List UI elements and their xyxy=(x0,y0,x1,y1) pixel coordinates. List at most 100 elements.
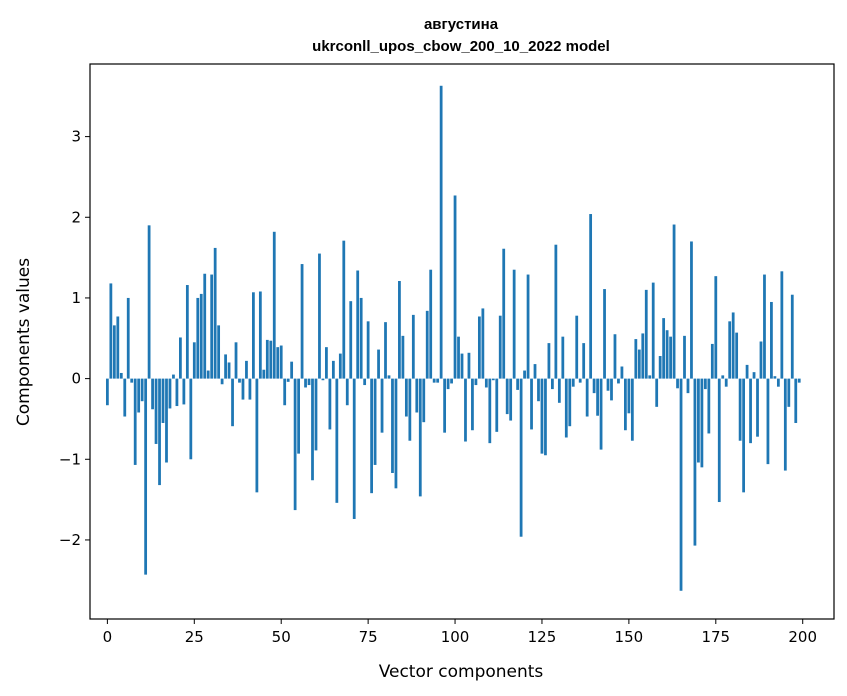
bar xyxy=(624,378,627,431)
bar xyxy=(352,378,356,519)
y-tick-label: 2 xyxy=(71,208,81,226)
bar xyxy=(105,378,109,406)
bars-group xyxy=(105,85,801,591)
bar xyxy=(620,366,624,379)
bar xyxy=(533,364,537,379)
bar xyxy=(721,375,725,379)
chart-subtitle: ukrconll_upos_cbow_200_10_2022 model xyxy=(312,38,610,55)
bar xyxy=(126,297,130,379)
bar xyxy=(457,336,460,379)
bar xyxy=(575,315,579,379)
x-tick-label: 75 xyxy=(359,628,378,646)
bar xyxy=(429,269,433,379)
bar xyxy=(213,247,217,379)
bar xyxy=(154,378,158,444)
bar xyxy=(790,294,794,379)
bar xyxy=(773,376,777,379)
bar xyxy=(679,378,683,591)
bar xyxy=(168,378,172,409)
bar xyxy=(551,378,554,390)
bar xyxy=(300,264,304,379)
bar xyxy=(488,378,492,444)
plot-frame xyxy=(89,63,835,620)
bar xyxy=(391,378,394,473)
y-axis: −2 −1 0 1 2 3 xyxy=(59,128,90,549)
bar xyxy=(248,378,252,400)
bar xyxy=(467,352,471,379)
bar xyxy=(763,274,766,379)
bar xyxy=(564,378,568,438)
x-tick-label: 25 xyxy=(185,628,204,646)
bar xyxy=(377,349,380,379)
x-axis: 0 25 50 75 100 125 150 175 200 xyxy=(103,619,817,646)
bar xyxy=(349,301,353,379)
bar xyxy=(321,378,325,381)
bar xyxy=(179,337,182,379)
bar xyxy=(345,378,349,406)
bar xyxy=(359,297,363,379)
bar xyxy=(217,325,221,379)
bar xyxy=(158,378,161,486)
bar xyxy=(474,378,478,386)
bar xyxy=(745,364,749,379)
bar xyxy=(144,378,148,575)
bar xyxy=(526,274,530,379)
bar xyxy=(599,378,603,450)
bar xyxy=(658,356,662,379)
bar xyxy=(498,315,502,379)
bar xyxy=(752,372,756,379)
bar xyxy=(384,322,387,379)
y-tick-label: −2 xyxy=(59,531,81,549)
bar xyxy=(766,378,770,465)
bar xyxy=(460,353,464,379)
bar xyxy=(794,378,798,423)
bar xyxy=(776,378,780,387)
bar xyxy=(582,343,586,379)
bar xyxy=(783,378,787,471)
bar xyxy=(398,281,401,379)
bar xyxy=(617,378,620,384)
bar xyxy=(203,273,207,379)
bar xyxy=(756,378,759,437)
bar xyxy=(693,378,697,546)
x-tick-label: 200 xyxy=(788,628,817,646)
bar xyxy=(738,378,742,441)
bar xyxy=(491,378,495,381)
bar xyxy=(697,378,700,463)
bar xyxy=(286,378,290,382)
bar xyxy=(394,378,398,489)
bar xyxy=(262,369,266,379)
bar xyxy=(252,292,255,379)
bar xyxy=(495,378,499,432)
x-tick-label: 50 xyxy=(272,628,291,646)
bar xyxy=(568,378,572,427)
x-tick-label: 0 xyxy=(103,628,113,646)
bar xyxy=(123,378,127,417)
bar xyxy=(641,333,645,379)
bar xyxy=(742,378,745,493)
x-tick-label: 175 xyxy=(701,628,730,646)
bar xyxy=(561,336,565,379)
bar xyxy=(199,293,203,379)
bar xyxy=(147,225,151,379)
bar xyxy=(297,378,300,454)
bar xyxy=(655,378,659,407)
bar xyxy=(338,353,342,379)
bar xyxy=(578,378,582,383)
bar xyxy=(644,289,648,379)
bar xyxy=(703,378,707,390)
bar xyxy=(637,349,641,379)
bar xyxy=(589,214,593,379)
bar xyxy=(453,195,457,379)
bar xyxy=(165,378,168,463)
bar xyxy=(707,378,711,434)
bar xyxy=(672,224,676,379)
bar xyxy=(272,231,276,379)
bar xyxy=(432,378,436,383)
bar xyxy=(547,343,551,379)
bar xyxy=(585,378,589,417)
bar xyxy=(610,378,613,401)
bar xyxy=(787,378,791,407)
bar xyxy=(311,378,314,481)
